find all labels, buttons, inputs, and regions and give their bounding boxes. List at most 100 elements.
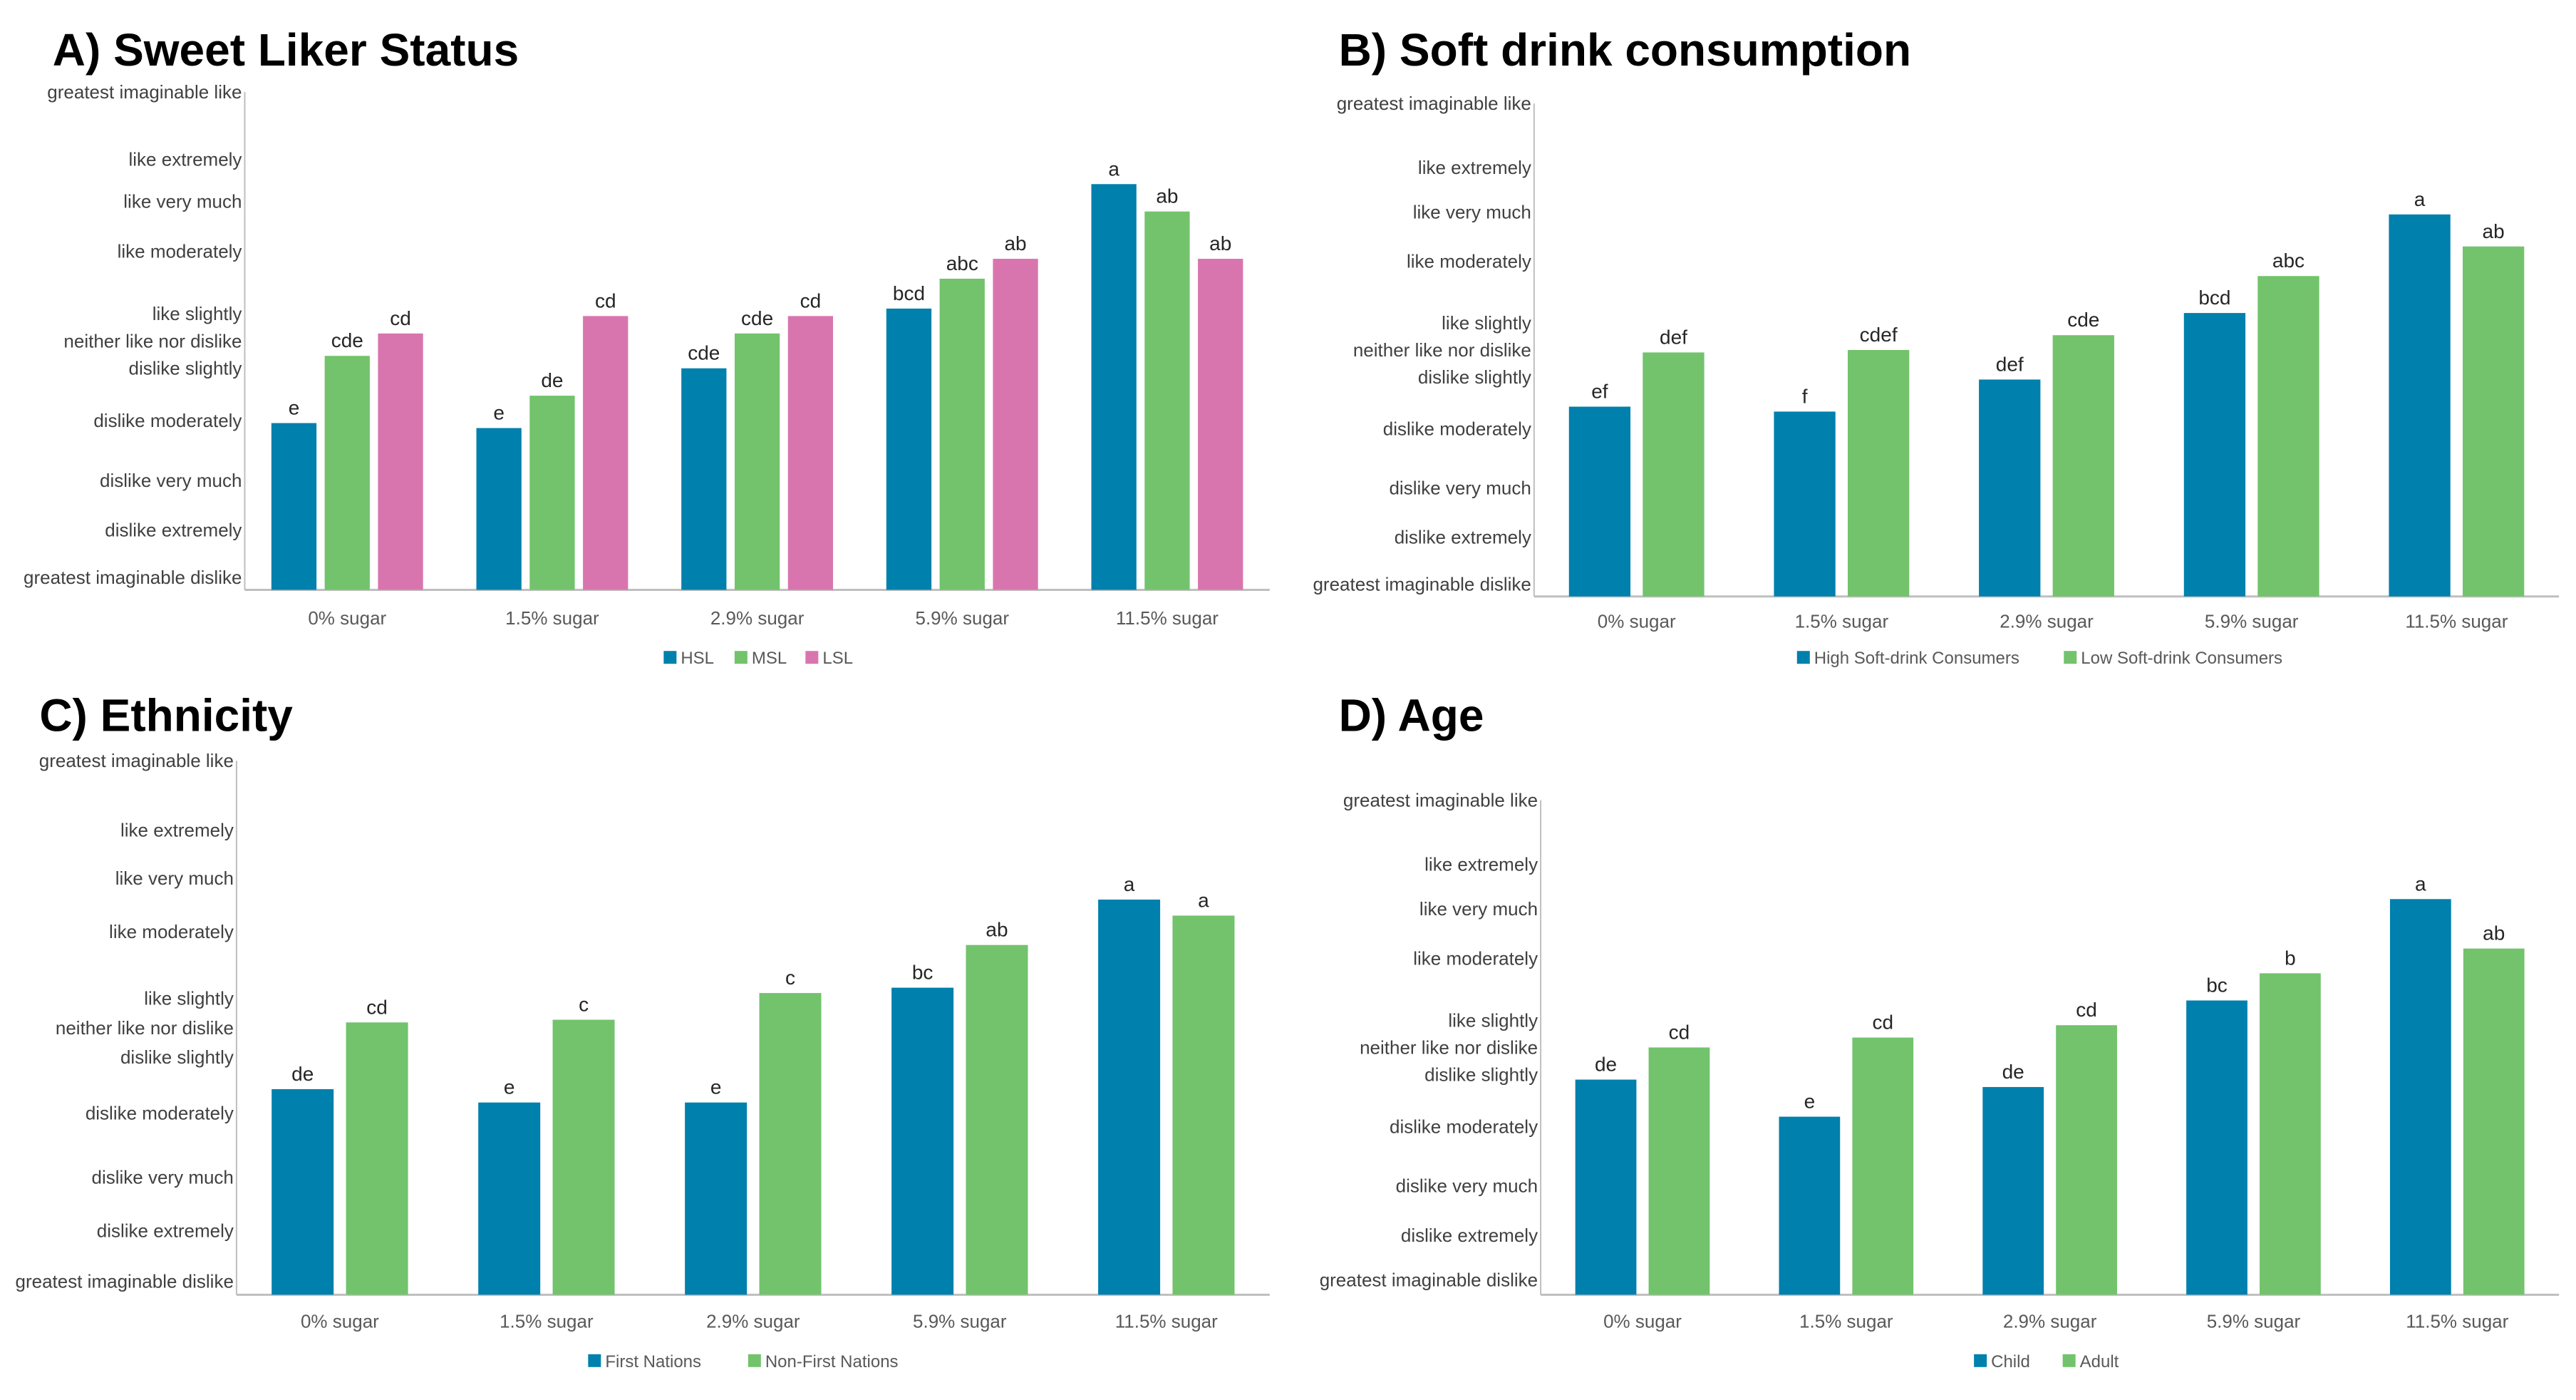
y-tick-label: dislike very much [92, 1167, 234, 1188]
bar-significance-label: ab [986, 919, 1008, 941]
panel-title: A) Sweet Liker Status [53, 24, 519, 76]
bar-msl-0 [324, 356, 370, 590]
bar-significance-label: def [1996, 353, 2024, 375]
y-tick-label: like slightly [152, 303, 242, 324]
bar-significance-label: cde [331, 329, 363, 351]
bar-significance-label: f [1802, 385, 1808, 407]
bar-msl-2 [734, 333, 780, 590]
legend-swatch [2064, 651, 2077, 664]
bar-adult-3 [2260, 973, 2321, 1295]
bar-hsl-1 [476, 428, 522, 590]
y-tick-label: like moderately [118, 241, 242, 262]
bar-significance-label: de [541, 369, 563, 391]
x-tick-label: 1.5% sugar [1795, 611, 1889, 632]
bar-significance-label: ab [1004, 232, 1026, 254]
bar-significance-label: e [493, 402, 505, 424]
y-tick-label: like moderately [1407, 250, 1531, 272]
y-tick-label: neither like nor dislike [1353, 339, 1531, 361]
bar-child-1 [1779, 1116, 1841, 1295]
bar-significance-label: bc [2206, 974, 2228, 997]
bar-significance-label: a [2415, 873, 2426, 895]
bar-hsl-4 [1091, 184, 1137, 590]
legend: First Nations Non-First Nations [588, 1352, 899, 1371]
bar-hsl-2 [681, 368, 727, 590]
bar-first-nations-1 [478, 1102, 541, 1295]
bar-non-first-nations-3 [966, 945, 1028, 1295]
bar-high-soft-drink-consumers-3 [2183, 313, 2246, 597]
y-tick-label: dislike moderately [1383, 418, 1531, 440]
y-tick-label: like extremely [120, 820, 234, 841]
bar-significance-label: bcd [2198, 287, 2230, 309]
bar-significance-label: ab [2483, 220, 2505, 242]
panel-title: C) Ethnicity [39, 690, 293, 741]
bar-significance-label: bc [912, 962, 933, 984]
bar-adult-2 [2056, 1025, 2117, 1295]
bar-significance-label: cd [800, 289, 822, 312]
y-tick-label: like moderately [109, 921, 234, 942]
legend-label: Non-First Nations [765, 1352, 899, 1371]
x-tick-label: 11.5% sugar [2405, 611, 2508, 632]
legend-label: First Nations [605, 1352, 701, 1371]
y-tick-label: dislike very much [1389, 478, 1531, 499]
bar-significance-label: cd [390, 307, 411, 329]
legend: Child Adult [1974, 1352, 2119, 1371]
bar-adult-0 [1648, 1047, 1710, 1295]
y-tick-label: like slightly [1448, 1009, 1538, 1031]
bar-child-0 [1575, 1079, 1637, 1295]
legend-label: Low Soft-drink Consumers [2081, 649, 2282, 668]
y-tick-label: like very much [123, 191, 242, 212]
y-tick-label: like very much [1413, 201, 1531, 222]
legend-swatch [805, 651, 819, 664]
bar-high-soft-drink-consumers-4 [2389, 214, 2451, 597]
legend-swatch [734, 651, 748, 664]
y-tick-label: like very much [115, 868, 234, 889]
panel-D: D) Age greatest imaginable like like extre… [1320, 690, 2560, 1371]
y-tick-label: dislike slightly [1418, 366, 1531, 388]
y-tick-label: dislike extremely [105, 520, 242, 541]
bar-significance-label: cde [741, 307, 773, 329]
y-tick-label: neither like nor dislike [56, 1017, 234, 1039]
legend-label: HSL [681, 649, 714, 668]
bar-lsl-4 [1198, 259, 1243, 590]
legend-swatch [663, 651, 677, 664]
legend-swatch [1974, 1354, 1987, 1367]
y-tick-label: dislike moderately [93, 410, 242, 431]
panel-C: C) Ethnicity greatest imaginable like like… [16, 690, 1270, 1371]
bar-significance-label: ab [1209, 232, 1231, 254]
bar-non-first-nations-2 [759, 993, 822, 1295]
bar-adult-1 [1852, 1037, 1914, 1295]
bar-lsl-3 [993, 259, 1038, 590]
y-tick-label: like slightly [144, 988, 234, 1009]
y-tick-label: greatest imaginable dislike [16, 1271, 234, 1292]
y-tick-label: like moderately [1413, 948, 1538, 969]
legend-label: High Soft-drink Consumers [1814, 649, 2019, 668]
x-tick-label: 11.5% sugar [2406, 1310, 2508, 1332]
bar-significance-label: de [291, 1063, 314, 1085]
bar-significance-label: cd [595, 289, 616, 312]
bar-first-nations-0 [271, 1088, 334, 1295]
bar-child-4 [2389, 899, 2451, 1295]
bar-high-soft-drink-consumers-1 [1774, 411, 1836, 597]
y-tick-label: greatest imaginable dislike [1313, 573, 1531, 595]
bar-significance-label: cd [1872, 1012, 1893, 1034]
y-tick-label: greatest imaginable like [1343, 790, 1538, 811]
legend-swatch [2062, 1354, 2076, 1367]
y-tick-label: like extremely [1424, 854, 1538, 875]
bar-child-3 [2186, 1000, 2247, 1295]
x-tick-label: 2.9% sugar [2000, 611, 2094, 632]
bar-significance-label: abc [2272, 249, 2305, 272]
x-tick-label: 5.9% sugar [916, 607, 1010, 629]
y-tick-label: like very much [1419, 898, 1538, 920]
x-tick-label: 5.9% sugar [2205, 611, 2299, 632]
legend: High Soft-drink Consumers Low Soft-drink … [1796, 649, 2282, 668]
y-tick-label: like extremely [1418, 157, 1531, 178]
bar-significance-label: def [1660, 326, 1687, 348]
bar-non-first-nations-4 [1172, 915, 1235, 1295]
bar-msl-1 [529, 396, 575, 590]
legend-swatch [1796, 651, 1810, 664]
bar-significance-label: e [504, 1076, 515, 1098]
bar-significance-label: ab [2483, 922, 2505, 945]
legend: HSL MSL LSL [663, 649, 853, 668]
x-tick-label: 1.5% sugar [505, 607, 599, 629]
